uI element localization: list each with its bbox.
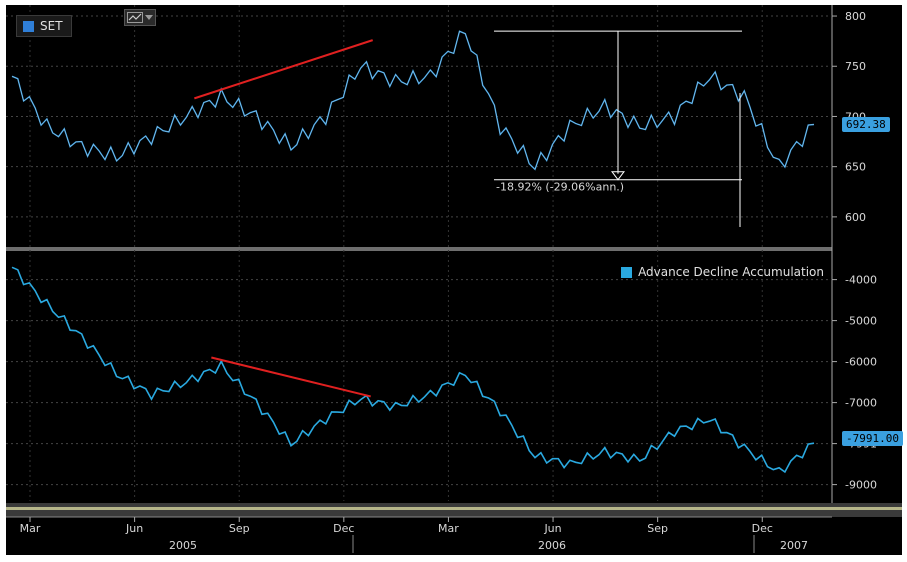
set-y-tick-label: 650: [845, 161, 866, 174]
chart-type-button[interactable]: [124, 9, 156, 26]
set-legend-label: SET: [40, 19, 63, 33]
month-tick-label: Sep: [229, 522, 250, 535]
set-trendline: [194, 39, 374, 100]
chart-canvas[interactable]: 600650700750800-9000-7991-7000-6000-5000…: [6, 5, 902, 555]
set-last-value-badge: 692.38: [842, 117, 890, 132]
adl-y-tick-label: -7000: [845, 397, 877, 410]
year-tick-label: 2005: [169, 539, 197, 552]
set-y-tick-label: 750: [845, 60, 866, 73]
chevron-down-icon: [145, 14, 153, 20]
set-y-tick-label: 600: [845, 211, 866, 224]
adl-last-value-badge: -7991.00: [842, 431, 903, 446]
month-tick-label: Dec: [333, 522, 354, 535]
chart-frame: 600650700750800-9000-7991-7000-6000-5000…: [6, 5, 903, 555]
month-tick-label: Mar: [20, 522, 41, 535]
adl-legend[interactable]: Advance Decline Accumulation: [621, 265, 824, 279]
set-price-highlight: [11, 30, 815, 170]
month-tick-label: Jun: [543, 522, 561, 535]
month-tick-label: Jun: [125, 522, 143, 535]
month-tick-label: Mar: [438, 522, 459, 535]
panel-divider: [6, 247, 832, 251]
set-y-tick-label: 800: [845, 10, 866, 23]
drawdown-arrow-head: [611, 171, 625, 181]
adl-line: [11, 266, 815, 474]
set-legend[interactable]: SET: [16, 15, 72, 37]
adl-y-tick-label: -9000: [845, 479, 877, 492]
year-tick-label: 2007: [780, 539, 808, 552]
adl-y-tick-label: -6000: [845, 356, 877, 369]
adl-y-tick-label: -4000: [845, 274, 877, 287]
set-price-line: [11, 30, 815, 171]
adl-legend-label: Advance Decline Accumulation: [638, 265, 824, 279]
month-tick-label: Sep: [647, 522, 668, 535]
month-tick-label: Dec: [752, 522, 773, 535]
set-legend-swatch: [23, 20, 34, 32]
adl-legend-swatch: [621, 266, 633, 278]
adl-trendline: [211, 356, 371, 398]
adl-y-tick-label: -5000: [845, 315, 877, 328]
line-chart-icon: [127, 12, 143, 23]
time-scrollbar-track[interactable]: [6, 507, 902, 510]
drawdown-label: -18.92% (-29.06%ann.): [496, 181, 624, 194]
year-tick-label: 2006: [538, 539, 566, 552]
